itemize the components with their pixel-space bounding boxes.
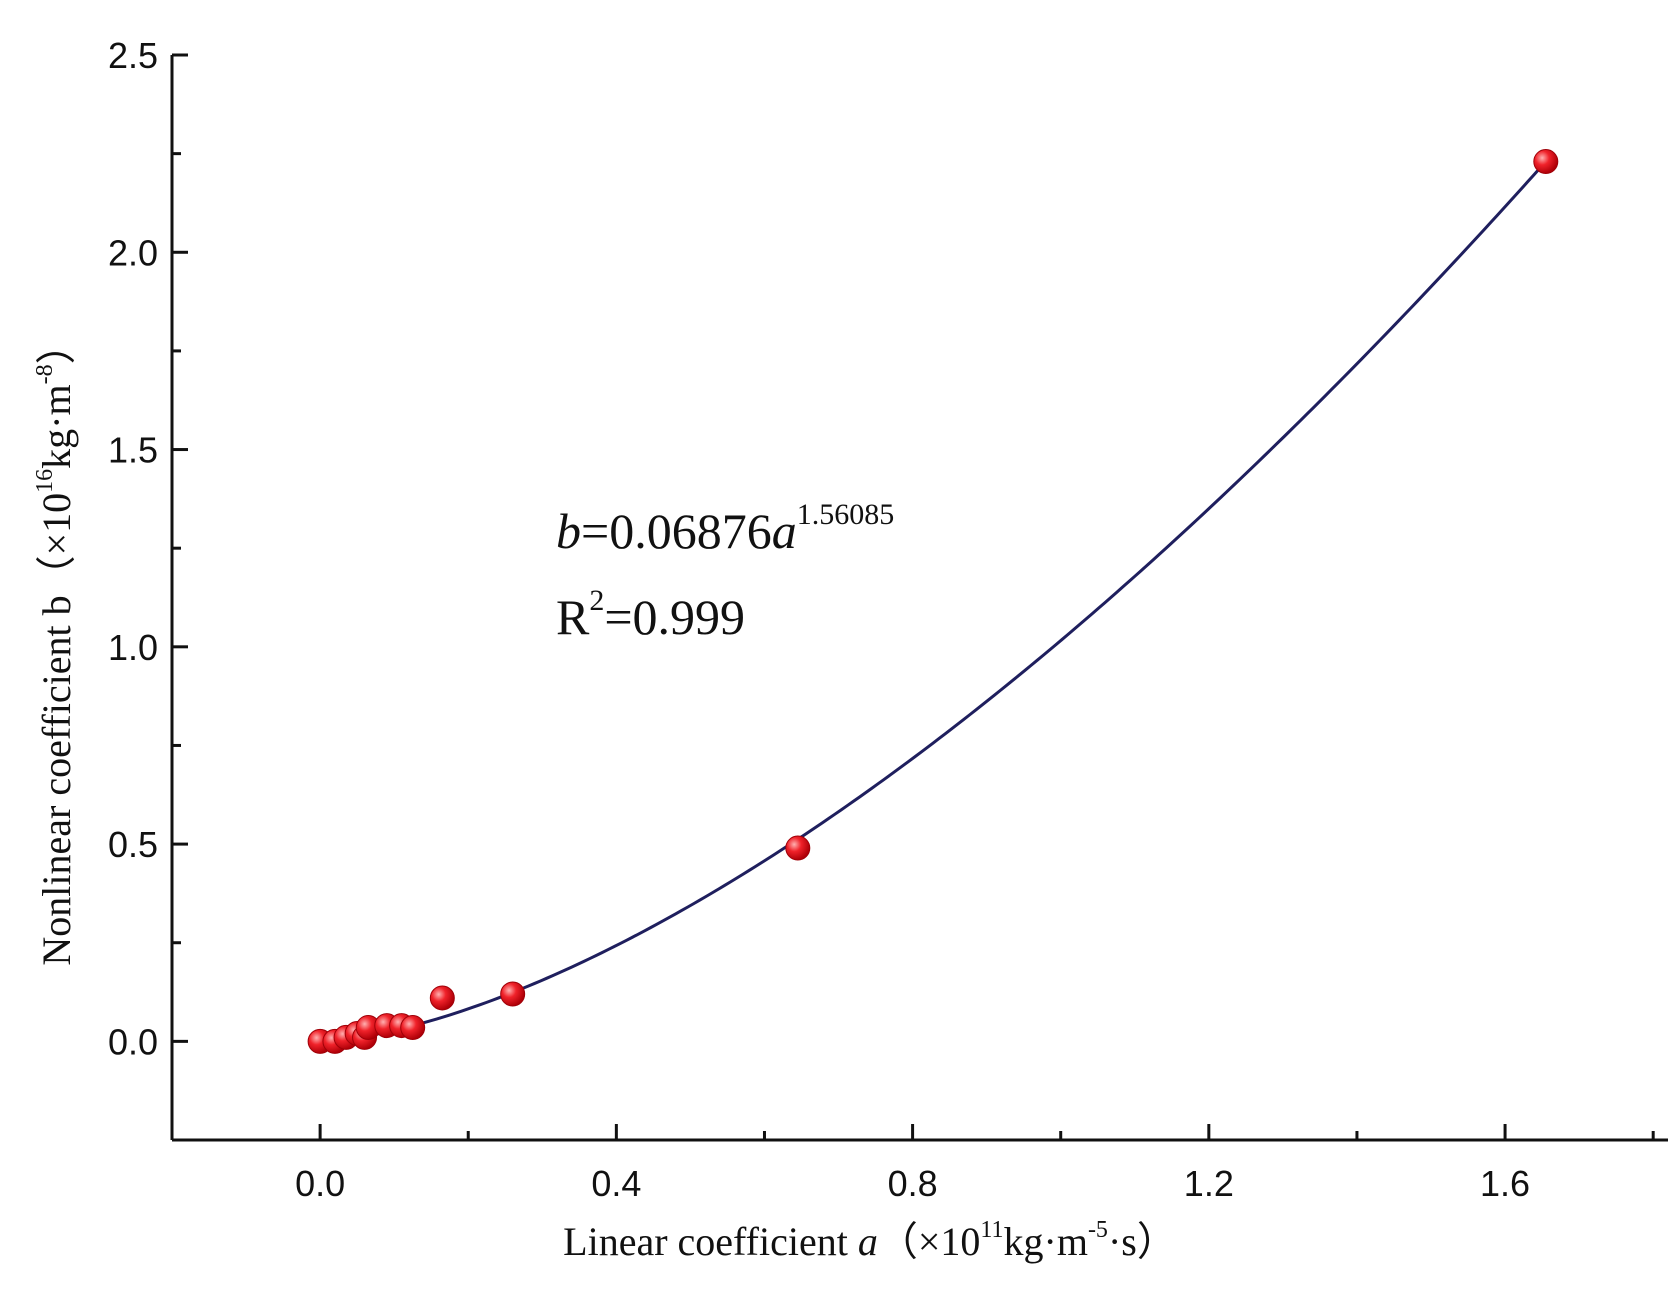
- x-title-unit-open: （×10: [878, 1219, 981, 1264]
- y-title-unit-close: ）: [34, 324, 79, 364]
- y-tick-label: 1.5: [108, 430, 158, 471]
- y-tick-label: 2.0: [108, 232, 158, 273]
- data-point: [400, 1015, 426, 1041]
- x-tick-label: 1.6: [1480, 1163, 1530, 1204]
- y-tick-label: 0.0: [108, 1021, 158, 1062]
- data-point: [429, 985, 455, 1011]
- equation-b: b: [556, 503, 581, 559]
- x-title-prefix: Linear coefficient: [563, 1219, 858, 1264]
- y-title-exp: 16: [32, 469, 58, 493]
- y-title-unit-mid: kg·m: [34, 384, 79, 468]
- x-title-unit-mid: kg·m: [1004, 1219, 1088, 1264]
- r2-value: =0.999: [604, 589, 745, 645]
- axes: 0.0 0.4 0.8 1.2 1.6 0.0 0.5 1.0 1.5 2.0 2.5: [108, 35, 1668, 1204]
- y-tick-label: 0.5: [108, 824, 158, 865]
- x-title-unit-close: ·s）: [1108, 1219, 1177, 1264]
- r2-exponent: 2: [589, 584, 604, 617]
- x-title-exp: 11: [980, 1217, 1003, 1243]
- y-title-exp2: -8: [32, 364, 58, 384]
- fit-curve: [320, 160, 1547, 1043]
- x-tick-label: 0.8: [888, 1163, 938, 1204]
- data-point: [785, 835, 811, 861]
- data-point: [1533, 149, 1559, 175]
- fit-equation: b=0.06876a1.56085: [556, 498, 894, 559]
- y-title-prefix: Nonlinear coefficient b（×10: [34, 493, 79, 966]
- equation-exponent: 1.56085: [797, 498, 895, 531]
- x-tick-label: 0.4: [591, 1163, 641, 1204]
- x-axis-title: Linear coefficient a（×1011kg·m-5·s）: [563, 1217, 1177, 1264]
- data-points-layer: [307, 149, 1559, 1054]
- x-tick-label: 1.2: [1184, 1163, 1234, 1204]
- fit-curve-layer: [320, 160, 1547, 1043]
- data-point: [500, 981, 526, 1007]
- r-squared: R2=0.999: [556, 584, 745, 645]
- x-title-var: a: [858, 1219, 878, 1264]
- equation-coefficient: =0.06876: [581, 503, 772, 559]
- x-tick-label: 0.0: [295, 1163, 345, 1204]
- y-tick-label: 2.5: [108, 35, 158, 76]
- x-title-exp2: -5: [1088, 1217, 1108, 1243]
- y-tick-label: 1.0: [108, 627, 158, 668]
- r2-label: R: [556, 589, 590, 645]
- y-axis-title: Nonlinear coefficient b（×1016kg·m-8）: [32, 324, 79, 965]
- equation-a: a: [772, 503, 797, 559]
